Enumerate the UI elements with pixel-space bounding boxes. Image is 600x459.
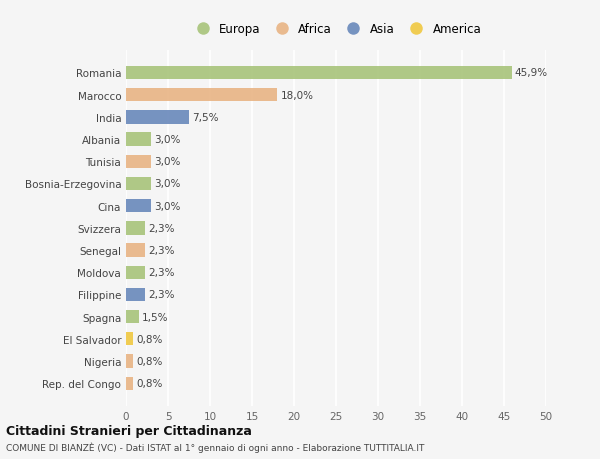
Bar <box>126 133 151 146</box>
Bar <box>126 332 133 346</box>
Bar <box>126 244 145 257</box>
Text: 2,3%: 2,3% <box>149 246 175 256</box>
Bar <box>126 67 512 80</box>
Text: 3,0%: 3,0% <box>155 201 181 211</box>
Bar <box>126 310 139 324</box>
Text: 1,5%: 1,5% <box>142 312 169 322</box>
Bar <box>126 178 151 190</box>
Text: Cittadini Stranieri per Cittadinanza: Cittadini Stranieri per Cittadinanza <box>6 424 252 437</box>
Text: COMUNE DI BIANZÈ (VC) - Dati ISTAT al 1° gennaio di ogni anno - Elaborazione TUT: COMUNE DI BIANZÈ (VC) - Dati ISTAT al 1°… <box>6 442 424 452</box>
Text: 3,0%: 3,0% <box>155 135 181 145</box>
Text: 3,0%: 3,0% <box>155 157 181 167</box>
Text: 0,8%: 0,8% <box>136 334 163 344</box>
Text: 0,8%: 0,8% <box>136 356 163 366</box>
Bar <box>126 155 151 168</box>
Text: 18,0%: 18,0% <box>281 90 314 101</box>
Text: 45,9%: 45,9% <box>515 68 548 78</box>
Bar <box>126 288 145 302</box>
Bar <box>126 377 133 390</box>
Text: 7,5%: 7,5% <box>193 112 219 123</box>
Bar <box>126 266 145 279</box>
Bar <box>126 355 133 368</box>
Bar <box>126 111 189 124</box>
Text: 2,3%: 2,3% <box>149 224 175 233</box>
Text: 0,8%: 0,8% <box>136 378 163 388</box>
Text: 2,3%: 2,3% <box>149 268 175 278</box>
Bar <box>126 200 151 213</box>
Bar <box>126 89 277 102</box>
Text: 3,0%: 3,0% <box>155 179 181 189</box>
Bar <box>126 222 145 235</box>
Text: 2,3%: 2,3% <box>149 290 175 300</box>
Legend: Europa, Africa, Asia, America: Europa, Africa, Asia, America <box>188 21 484 39</box>
